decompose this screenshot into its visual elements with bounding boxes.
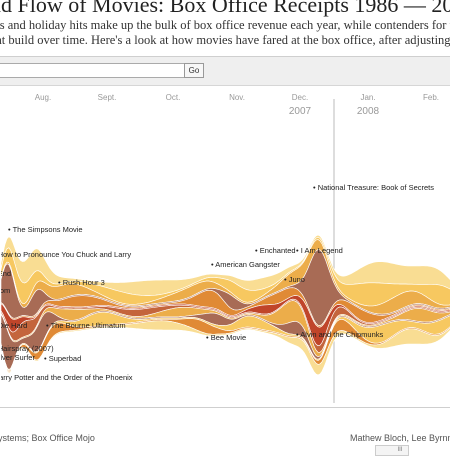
movie-label: • Die Hard xyxy=(1,321,27,330)
scroll-handle[interactable]: III xyxy=(397,447,403,453)
intro-line: hat build over time. Here's a look at ho… xyxy=(0,33,450,47)
month-tick-label: Nov. xyxy=(229,93,245,102)
movie-label: • Enchanted xyxy=(255,246,296,255)
year-label: 2007 xyxy=(289,106,312,117)
movie-label: • Alvin and the Chipmunks xyxy=(296,330,384,339)
movie-label: • How to Pronounce You Chuck and Larry xyxy=(1,250,131,259)
month-tick-label: Feb. xyxy=(423,93,439,102)
movie-label: • End xyxy=(1,269,11,278)
go-button[interactable]: Go xyxy=(184,63,204,78)
month-tick-label: Oct. xyxy=(166,93,181,102)
movie-stream-layer xyxy=(1,320,450,376)
movie-label: • ingdom xyxy=(1,286,10,295)
month-tick-label: Aug. xyxy=(35,93,51,102)
timeline-scrollbar[interactable]: III xyxy=(375,445,409,456)
month-tick-label: Dec. xyxy=(292,93,308,102)
intro-line: ers and holiday hits make up the bulk of… xyxy=(0,18,450,32)
movie-label: • American Gangster xyxy=(211,260,280,269)
movie-label: • National Treasure: Book of Secrets xyxy=(313,183,434,192)
credits: Mathew Bloch, Lee Byrnn, Sha xyxy=(350,433,450,443)
month-tick-label: Sept. xyxy=(98,93,117,102)
movie-label: • I Am Legend xyxy=(296,246,343,255)
movie-label: • Hairspray (2007) xyxy=(1,344,54,353)
movie-label: • Superbad xyxy=(44,354,81,363)
streamgraph-chart[interactable]: Aug. Sept. Oct. Nov. Dec. 2007 Jan. 2008 Feb. • T… xyxy=(1,85,450,405)
movie-label: • Harry Potter and the Order of the Phoe… xyxy=(1,373,133,382)
movie-label: • The Simpsons Movie xyxy=(8,225,83,234)
movie-label: • Juno xyxy=(284,275,305,284)
movie-label: • Rush Hour 3 xyxy=(58,278,105,287)
year-label: 2008 xyxy=(357,106,380,117)
movie-label: • Silver Surfer xyxy=(1,353,35,362)
search-toolbar: Go xyxy=(0,57,450,86)
movie-search-input[interactable] xyxy=(0,63,189,78)
page-title: nd Flow of Movies: Box Office Receipts 1… xyxy=(0,0,450,17)
chart-panel: Go Aug. Sept. Oct. Nov. Dec. 2007 Jan. 2008 Feb.… xyxy=(0,56,450,456)
month-tick-label: Jan. xyxy=(360,93,375,102)
movie-label: • Bee Movie xyxy=(206,333,246,342)
movie-label: • The Bourne Ultimatum xyxy=(46,321,126,330)
intro-text: ers and holiday hits make up the bulk of… xyxy=(0,18,450,48)
source-note: ystems; Box Office Mojo xyxy=(0,433,95,443)
